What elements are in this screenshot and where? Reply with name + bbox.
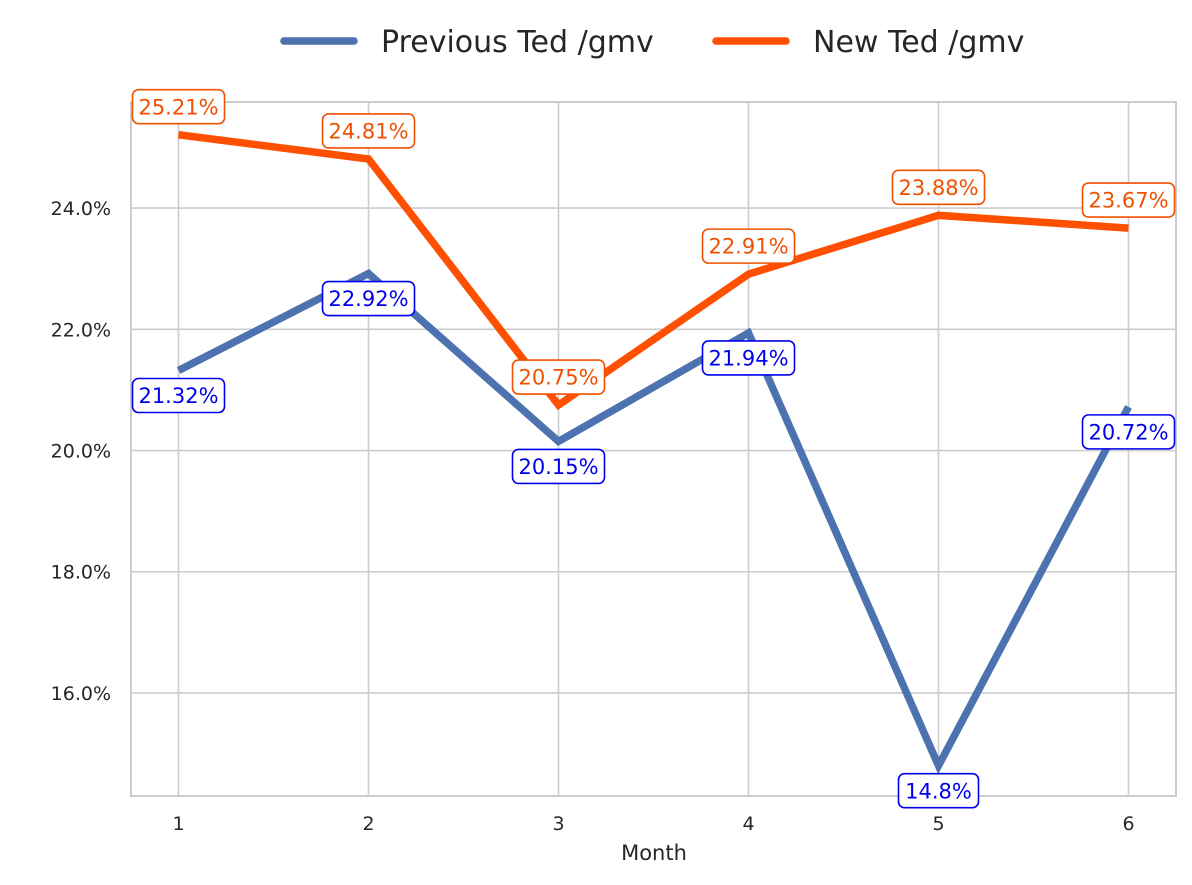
- data-label-group: 23.88%: [891, 169, 986, 206]
- y-tick-label: 24.0%: [51, 198, 111, 220]
- data-label-box: [511, 359, 606, 395]
- data-label: 24.81%: [328, 120, 408, 144]
- data-label-group: 23.67%: [1081, 182, 1176, 218]
- data-label-group: 22.92%: [321, 280, 416, 317]
- data-label-group: 21.32%: [131, 377, 226, 414]
- x-tick-label: 5: [932, 813, 944, 835]
- x-axis-title: Month: [621, 841, 687, 865]
- y-tick-label: 20.0%: [51, 441, 111, 463]
- data-label-group: 22.91%: [701, 228, 796, 264]
- legend-item-2: New Ted /gmv: [712, 25, 1024, 60]
- x-tick-label: 1: [172, 813, 184, 835]
- data-label-group: 21.94%: [701, 340, 796, 376]
- data-label-group: 24.81%: [321, 113, 416, 149]
- data-label: 21.32%: [138, 384, 218, 408]
- data-label-box: [511, 448, 606, 485]
- data-label-group: 20.15%: [511, 448, 606, 485]
- data-label: 22.91%: [708, 235, 788, 259]
- data-label-box: [131, 88, 226, 125]
- data-label-group: 25.21%: [131, 88, 226, 125]
- data-label: 25.21%: [138, 95, 218, 119]
- data-label-group: 20.75%: [511, 359, 606, 395]
- data-label: 23.67%: [1088, 189, 1168, 213]
- data-label-box: [891, 169, 986, 206]
- data-label-group: 14.8%: [897, 772, 980, 809]
- legend-label: New Ted /gmv: [813, 25, 1024, 60]
- y-tick-label: 22.0%: [51, 319, 111, 341]
- data-label-group: 20.72%: [1081, 414, 1176, 450]
- x-tick-label: 4: [742, 813, 754, 835]
- data-label-box: [701, 340, 796, 376]
- data-label-box: [897, 772, 980, 809]
- data-label: 20.72%: [1088, 420, 1168, 444]
- data-labels-layer: 21.32% 22.92% 20.15% 21.94% 14.8% 20.72% 25.21…: [131, 88, 1176, 809]
- series-line-1: [176, 269, 1132, 775]
- legend-item-1: Previous Ted /gmv: [280, 25, 654, 60]
- x-tick-label: 6: [1122, 813, 1134, 835]
- data-label-box: [1081, 414, 1176, 450]
- data-label: 20.75%: [518, 366, 598, 390]
- legend: Previous Ted /gmv New Ted /gmv: [280, 25, 1024, 60]
- data-label: 14.8%: [905, 779, 972, 803]
- series-line-2: [178, 131, 1129, 411]
- x-tick-label: 2: [362, 813, 374, 835]
- data-label-box: [321, 280, 416, 317]
- plot-frame: [130, 101, 1177, 797]
- data-label: 23.88%: [898, 176, 978, 200]
- legend-label: Previous Ted /gmv: [381, 25, 654, 60]
- grid-layer: [131, 102, 1176, 796]
- data-label: 21.94%: [708, 346, 788, 370]
- data-label-box: [321, 113, 416, 149]
- data-label: 22.92%: [328, 287, 408, 311]
- data-label-box: [131, 377, 226, 414]
- data-label-box: [1081, 182, 1176, 218]
- y-tick-label: 16.0%: [51, 683, 111, 705]
- data-label: 20.15%: [518, 455, 598, 479]
- axes-layer: 1 2 3 4 5 6 16.0% 18.0% 20.0% 22.0% 24.0%: [51, 101, 1177, 835]
- y-tick-label: 18.0%: [51, 562, 111, 584]
- x-tick-label: 3: [552, 813, 564, 835]
- data-label-box: [701, 228, 796, 264]
